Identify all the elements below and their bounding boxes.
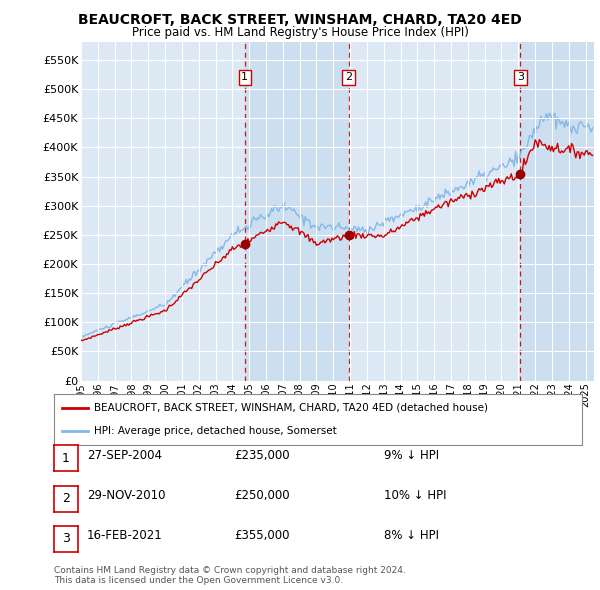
Text: 8% ↓ HPI: 8% ↓ HPI	[384, 529, 439, 542]
Text: 2: 2	[62, 492, 70, 505]
Text: 27-SEP-2004: 27-SEP-2004	[87, 449, 162, 462]
Text: £355,000: £355,000	[234, 529, 290, 542]
Text: 10% ↓ HPI: 10% ↓ HPI	[384, 489, 446, 502]
Text: HPI: Average price, detached house, Somerset: HPI: Average price, detached house, Some…	[94, 427, 337, 437]
Bar	[245, 42, 349, 381]
Text: 29-NOV-2010: 29-NOV-2010	[87, 489, 166, 502]
Text: BEAUCROFT, BACK STREET, WINSHAM, CHARD, TA20 4ED (detached house): BEAUCROFT, BACK STREET, WINSHAM, CHARD, …	[94, 402, 488, 412]
Text: 3: 3	[517, 73, 524, 83]
Text: Contains HM Land Registry data © Crown copyright and database right 2024.
This d: Contains HM Land Registry data © Crown c…	[54, 566, 406, 585]
Text: £235,000: £235,000	[234, 449, 290, 462]
Text: 9% ↓ HPI: 9% ↓ HPI	[384, 449, 439, 462]
Text: 1: 1	[62, 452, 70, 465]
Text: 3: 3	[62, 532, 70, 545]
Text: BEAUCROFT, BACK STREET, WINSHAM, CHARD, TA20 4ED: BEAUCROFT, BACK STREET, WINSHAM, CHARD, …	[78, 13, 522, 27]
Text: 2: 2	[345, 73, 352, 83]
Bar	[520, 42, 594, 381]
Text: Price paid vs. HM Land Registry's House Price Index (HPI): Price paid vs. HM Land Registry's House …	[131, 26, 469, 39]
Text: £250,000: £250,000	[234, 489, 290, 502]
Text: 1: 1	[241, 73, 248, 83]
Text: 16-FEB-2021: 16-FEB-2021	[87, 529, 163, 542]
